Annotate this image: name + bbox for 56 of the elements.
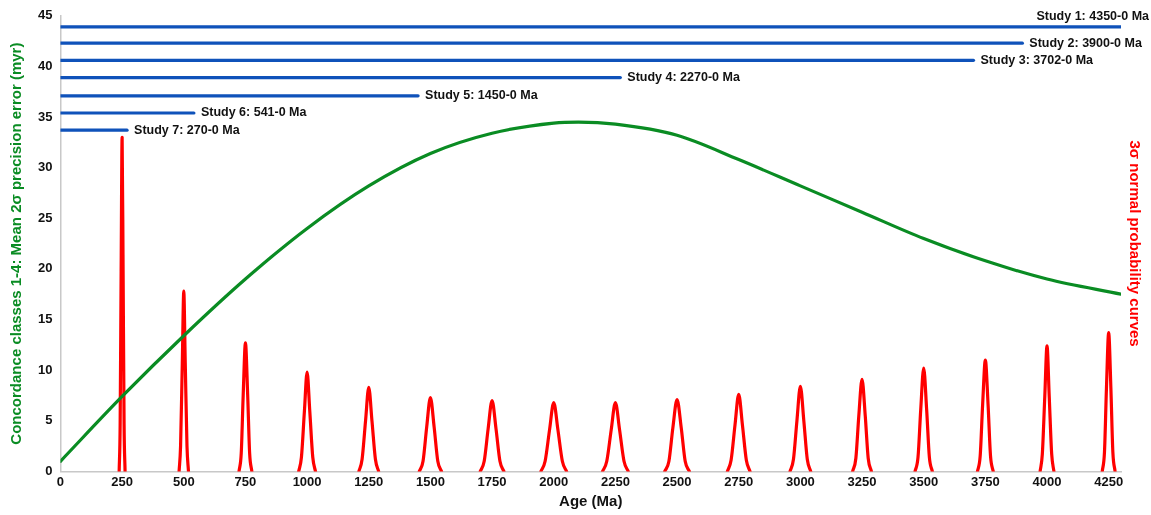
y-tick-label: 25 bbox=[37, 209, 53, 225]
x-tick-label: 1250 bbox=[354, 473, 384, 489]
y-tick-label: 40 bbox=[37, 58, 53, 73]
x-tick-label: 0 bbox=[56, 473, 65, 489]
line-series bbox=[539, 400, 569, 472]
x-tick-label: 3250 bbox=[847, 473, 877, 489]
line-series bbox=[478, 398, 506, 472]
x-tick-label: 500 bbox=[172, 473, 195, 489]
x-axis-title: Age (Ma) bbox=[559, 492, 623, 510]
line-series bbox=[237, 341, 254, 472]
x-tick-label: 4250 bbox=[1094, 473, 1124, 489]
y-tick-label: 45 bbox=[37, 7, 53, 23]
x-tick-label: 3000 bbox=[785, 473, 815, 489]
x-tick-label: 2000 bbox=[539, 473, 569, 489]
annotation: Study 2: 3900-0 Ma bbox=[1029, 35, 1143, 50]
x-tick-label: 3750 bbox=[970, 473, 1000, 489]
line-series bbox=[1038, 344, 1056, 472]
line-series bbox=[975, 358, 995, 472]
line-series bbox=[1100, 331, 1117, 472]
x-tick-label: 250 bbox=[111, 473, 133, 489]
line-series bbox=[851, 377, 873, 472]
y-tick-label: 15 bbox=[37, 311, 53, 327]
x-tick-label: 2500 bbox=[662, 473, 692, 489]
y-axis-title: Concordance classes 1-4: Mean 2σ precision error (myr) bbox=[7, 42, 25, 445]
y-tick-label: 35 bbox=[37, 108, 53, 124]
line-series bbox=[663, 397, 691, 472]
annotation: Study 7: 270-0 Ma bbox=[134, 122, 241, 137]
x-tick-label: 2250 bbox=[600, 473, 630, 489]
y-tick-label: 0 bbox=[45, 462, 53, 478]
x-tick-label: 1000 bbox=[292, 473, 322, 489]
annotation: Study 5: 1450-0 Ma bbox=[425, 88, 539, 103]
line-series bbox=[117, 135, 127, 472]
line-series bbox=[297, 370, 318, 472]
line-series bbox=[417, 395, 444, 472]
y-tick-label: 10 bbox=[37, 361, 53, 377]
line-series bbox=[913, 366, 934, 472]
x-tick-label: 750 bbox=[234, 473, 257, 489]
line-series bbox=[600, 400, 630, 472]
line-series bbox=[177, 289, 191, 472]
line-series bbox=[60, 120, 1121, 463]
x-tick-label: 3500 bbox=[909, 473, 939, 489]
y-tick-label: 20 bbox=[37, 260, 53, 276]
y-tick-label: 30 bbox=[37, 159, 53, 175]
line-series bbox=[725, 392, 752, 472]
y2-axis-title: 3σ normal probability curves bbox=[1126, 140, 1144, 347]
annotation: Study 4: 2270-0 Ma bbox=[627, 70, 741, 85]
annotation: Study 3: 3702-0 Ma bbox=[980, 52, 1095, 67]
x-tick-label: 1750 bbox=[477, 473, 507, 489]
x-tick-label: 1500 bbox=[415, 473, 445, 489]
x-tick-label: 4000 bbox=[1032, 473, 1062, 489]
annotation: Study 1: 4350-0 Ma bbox=[1036, 9, 1151, 24]
line-series bbox=[788, 384, 813, 472]
y-tick-label: 5 bbox=[45, 412, 53, 428]
x-tick-label: 2750 bbox=[724, 473, 754, 489]
line-series bbox=[357, 385, 381, 472]
annotation: Study 6: 541-0 Ma bbox=[200, 105, 308, 120]
